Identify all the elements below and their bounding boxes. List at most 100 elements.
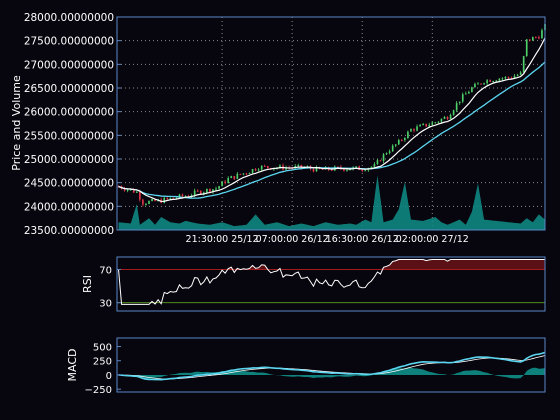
candle-body <box>385 153 388 155</box>
candle-body <box>431 122 434 125</box>
candle-111 <box>455 101 458 113</box>
price-y-tick-label-4: 25500.00000000 <box>24 130 114 142</box>
candle-65 <box>315 165 318 172</box>
candle-body <box>251 169 254 173</box>
candle-body <box>242 173 245 175</box>
candle-body <box>224 181 226 184</box>
candle-body <box>400 140 403 142</box>
price-panel: 23500.00000000 24000.00000000 24500.000000… <box>10 12 546 245</box>
candle-105 <box>437 121 440 124</box>
candle-108 <box>446 115 449 120</box>
candle-body <box>394 144 397 146</box>
candle-body <box>455 103 458 111</box>
rsi-line <box>118 258 545 305</box>
candle-114 <box>464 91 467 95</box>
candle-91 <box>394 144 397 148</box>
candle-body <box>221 181 223 187</box>
rsi-level-lines <box>117 269 545 304</box>
candle-89 <box>388 149 391 155</box>
candle-body <box>230 176 233 179</box>
candle-body <box>528 39 531 41</box>
volume-area-shape <box>118 175 546 230</box>
candle-121 <box>486 79 488 86</box>
candle-body <box>364 170 367 172</box>
candle-body <box>382 154 385 162</box>
candle-body <box>206 189 208 193</box>
candle-body <box>257 169 260 171</box>
candle-body <box>516 74 519 76</box>
candle-body <box>132 189 135 193</box>
price-y-tick-label-9: 28000.00000000 <box>24 12 114 24</box>
rsi-series-line <box>118 258 545 305</box>
candle-body <box>300 164 303 168</box>
candle-body <box>541 30 543 39</box>
candle-body <box>495 80 498 82</box>
candle-132 <box>519 70 522 76</box>
candle-body <box>361 169 364 171</box>
candle-body <box>437 121 440 123</box>
candle-98 <box>416 124 418 132</box>
candle-body <box>145 203 147 205</box>
candle-body <box>175 197 178 199</box>
candle-body <box>492 80 495 82</box>
macd-y-ticks: −250 0 250 500 <box>85 343 121 396</box>
candle-body <box>181 194 184 197</box>
candle-37 <box>230 175 233 179</box>
candle-90 <box>391 144 394 152</box>
candle-body <box>279 165 281 168</box>
candle-body <box>273 168 275 170</box>
candle-body <box>531 37 534 41</box>
price-x-tick-label-2: 16:30:00 26/12 <box>326 234 399 245</box>
candle-body <box>477 83 479 85</box>
candle-body <box>215 188 217 190</box>
candle-88 <box>385 152 388 155</box>
candle-body <box>449 114 452 120</box>
candle-122 <box>489 79 492 83</box>
price-y-tick-label-7: 27000.00000000 <box>24 59 114 71</box>
candle-2 <box>123 186 126 192</box>
candle-43 <box>248 172 251 174</box>
candle-10 <box>148 200 150 205</box>
macd-y-tick-label-3: 500 <box>93 343 112 354</box>
candle-body <box>254 169 257 171</box>
candle-109 <box>449 113 452 120</box>
candle-36 <box>227 176 230 184</box>
candle-body <box>428 124 431 127</box>
candle-body <box>525 39 528 57</box>
candle-112 <box>458 101 461 105</box>
candle-126 <box>501 77 504 81</box>
candle-11 <box>151 198 153 202</box>
rsi-panel-frame <box>116 256 546 312</box>
candle-body <box>139 191 141 200</box>
candle-body <box>391 145 394 152</box>
candle-body <box>142 199 144 205</box>
macd-histogram-area <box>118 367 546 380</box>
candle-body <box>410 129 412 132</box>
rsi-panel: 30 70 RSI <box>81 256 546 312</box>
candle-body <box>263 165 266 167</box>
candle-107 <box>443 115 446 120</box>
candle-131 <box>516 73 519 77</box>
candle-46 <box>257 167 260 172</box>
candle-body <box>489 80 492 82</box>
candle-body <box>239 173 242 175</box>
candle-137 <box>535 36 537 39</box>
candle-127 <box>504 76 507 80</box>
candle-115 <box>468 90 470 94</box>
candle-body <box>233 176 236 179</box>
candle-body <box>248 172 251 174</box>
candle-101 <box>425 123 428 128</box>
candle-body <box>260 165 263 170</box>
candle-body <box>343 168 345 171</box>
candle-body <box>440 118 443 122</box>
price-y-tick-label-8: 27500.00000000 <box>24 36 114 48</box>
candle-body <box>321 168 324 170</box>
candle-104 <box>434 121 437 124</box>
rsi-y-tick-label-0: 30 <box>99 299 112 310</box>
candle-body <box>507 76 510 78</box>
candle-body <box>370 166 373 169</box>
price-x-tick-label-1: 07:00:00 26/12 <box>256 234 329 245</box>
candle-87 <box>382 153 385 164</box>
candle-99 <box>419 123 421 127</box>
candle-body <box>480 83 482 85</box>
